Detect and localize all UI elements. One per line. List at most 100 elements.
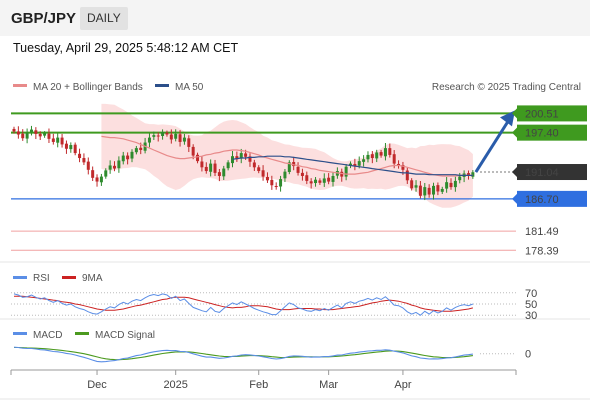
- candle-body: [69, 145, 73, 150]
- macd-legend-swatch: [13, 332, 27, 335]
- candle-body: [405, 170, 409, 181]
- candle-body: [196, 154, 200, 162]
- candle-body: [38, 133, 42, 137]
- candle-body: [126, 155, 130, 160]
- header-bar: GBP/JPY DAILY: [0, 0, 590, 36]
- resistance-label: 197.40: [525, 128, 559, 140]
- candle-body: [410, 180, 414, 189]
- candle-body: [458, 176, 462, 181]
- candle-body: [134, 148, 138, 153]
- current-price-badge-pointer: [512, 167, 517, 178]
- candle-body: [265, 176, 269, 181]
- period-badge[interactable]: DAILY: [80, 7, 128, 30]
- macd-level-label: 0: [525, 349, 531, 361]
- resistance-badge: [517, 124, 587, 141]
- candle-body: [397, 163, 401, 166]
- candle-body: [117, 160, 121, 169]
- candle-body: [392, 154, 396, 164]
- candle-body: [91, 170, 95, 178]
- candle-body: [466, 173, 470, 176]
- candle-body: [366, 154, 370, 160]
- candle-body: [401, 165, 405, 170]
- candle-body: [274, 186, 278, 188]
- candle-body: [440, 188, 444, 192]
- support-badge: [517, 190, 587, 207]
- candle-body: [156, 135, 160, 137]
- x-tick-label: Feb: [249, 379, 268, 391]
- resistance-badge-pointer: [512, 108, 517, 119]
- ma20-legend-swatch: [13, 84, 27, 87]
- candle-body: [64, 143, 68, 149]
- candle-body: [95, 177, 99, 182]
- candle-body: [414, 185, 418, 188]
- candle-body: [296, 166, 300, 173]
- x-tick-label: 2025: [163, 379, 187, 391]
- candle-body: [209, 163, 213, 172]
- candle-body: [252, 162, 256, 168]
- candle-body: [16, 131, 20, 135]
- projection-arrow: [474, 120, 510, 173]
- candle-body: [25, 132, 29, 139]
- rsi-legend-label: RSI: [33, 273, 50, 284]
- candle-body: [108, 165, 112, 170]
- candle-body: [231, 156, 234, 164]
- x-tick-label: Apr: [394, 379, 411, 391]
- x-tick-label: Dec: [87, 379, 107, 391]
- macd-legend-label: MACD: [33, 330, 62, 341]
- rsi-level-label: 70: [525, 288, 537, 300]
- rsi-line: [13, 293, 474, 316]
- candle-body: [152, 135, 156, 137]
- candle-body: [283, 171, 287, 179]
- candle-body: [43, 133, 47, 136]
- candle-body: [436, 185, 440, 192]
- candle-body: [78, 153, 82, 159]
- rsi-legend-swatch: [13, 276, 27, 279]
- candle-body: [300, 172, 304, 176]
- candle-body: [322, 178, 326, 183]
- candle-body: [279, 179, 283, 187]
- timestamp: Tuesday, April 29, 2025 5:48:12 AM CET: [13, 41, 239, 55]
- candle-body: [331, 175, 335, 182]
- candle-body: [327, 177, 331, 182]
- ma50-legend-label: MA 50: [175, 82, 204, 93]
- candle-body: [147, 137, 151, 143]
- candle-body: [261, 170, 265, 177]
- candle-body: [423, 187, 427, 196]
- candle-body: [379, 152, 383, 156]
- rsi-ma-line: [14, 295, 474, 312]
- ma50-legend-swatch: [155, 84, 169, 87]
- candle-body: [34, 130, 38, 134]
- candle-body: [73, 144, 77, 154]
- candle-body: [82, 158, 86, 163]
- rsi-ma-legend-label: 9MA: [82, 273, 103, 284]
- credit-text: Research © 2025 Trading Central: [432, 82, 581, 93]
- candle-body: [309, 181, 313, 184]
- candle-body: [471, 172, 475, 177]
- support-badge-pointer: [512, 193, 517, 204]
- candle-body: [383, 148, 387, 157]
- candle-body: [292, 161, 296, 167]
- rsi-level-label: 30: [525, 310, 537, 322]
- candle-body: [348, 163, 352, 166]
- candle-body: [370, 154, 374, 159]
- x-tick-label: Mar: [319, 379, 338, 391]
- candle-body: [287, 162, 291, 173]
- candle-body: [21, 133, 25, 139]
- macd-signal-legend-label: MACD Signal: [95, 330, 155, 341]
- candle-body: [174, 133, 178, 139]
- resistance-badge: [517, 105, 587, 122]
- candle-body: [270, 179, 274, 186]
- projection-arrowhead: [500, 110, 515, 127]
- candle-body: [418, 185, 422, 196]
- candle-body: [191, 146, 195, 156]
- candle-body: [222, 168, 226, 177]
- candle-body: [427, 187, 431, 195]
- candle-body: [56, 137, 60, 143]
- candle-body: [453, 180, 457, 188]
- candle-body: [130, 151, 134, 159]
- candle-body: [449, 182, 453, 188]
- candle-body: [235, 156, 239, 160]
- candle-body: [213, 163, 217, 173]
- candle-body: [375, 152, 379, 159]
